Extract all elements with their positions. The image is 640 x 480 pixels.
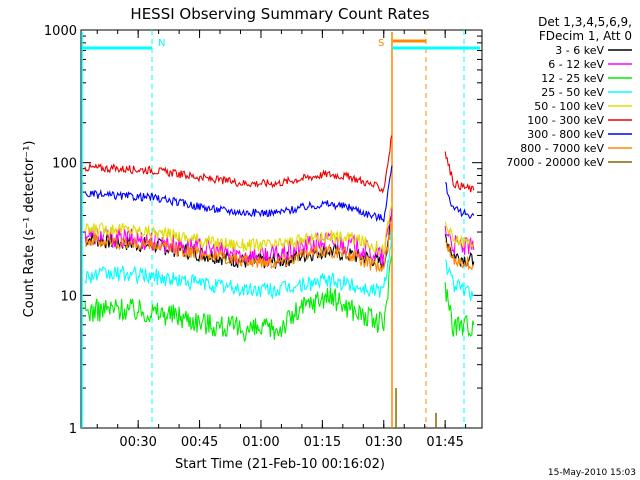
annotation-label-s: S: [378, 38, 384, 49]
series-6: [84, 135, 475, 194]
x-tick-label: 00:30: [119, 435, 156, 450]
x-axis: 00:30 00:45 01:00 01:15 01:30 01:45: [96, 30, 467, 450]
legend-det-line1: Det 1,3,4,5,6,9,: [538, 15, 632, 29]
y-tick-label: 1: [69, 422, 77, 437]
annotation-label-n: N: [158, 38, 165, 49]
series-line: [84, 222, 393, 273]
legend-label: 12 - 25 keV: [541, 72, 604, 85]
series-layer: [84, 135, 475, 428]
series-line: [444, 182, 475, 220]
y-tick-label: 1000: [44, 24, 77, 39]
y-axis: 1 10 100 1000: [44, 24, 482, 437]
x-tick-label: 01:15: [304, 435, 341, 450]
series-9: [395, 388, 437, 428]
series-line: [444, 221, 475, 250]
series-8: [84, 222, 475, 273]
x-axis-label: Start Time (21-Feb-10 00:16:02): [175, 457, 385, 472]
x-tick-label: 01:00: [242, 435, 279, 450]
series-line: [444, 259, 475, 301]
legend-label: 100 - 300 keV: [527, 114, 604, 127]
series-3: [84, 255, 475, 342]
legend-label: 25 - 50 keV: [541, 86, 604, 99]
x-tick-label: 01:30: [365, 435, 402, 450]
y-axis-label: Count Rate (s⁻¹ detector⁻¹): [22, 141, 37, 318]
x-tick-label: 00:45: [181, 435, 218, 450]
series-line: [84, 135, 393, 194]
x-tick-label: 01:45: [426, 435, 463, 450]
legend-label: 7000 - 20000 keV: [506, 156, 604, 169]
chart-title: HESSI Observing Summary Count Rates: [130, 5, 429, 23]
series-4: [84, 231, 475, 301]
legend-label: 800 - 7000 keV: [520, 142, 604, 155]
legend-det-line2: FDecim 1, Att 0: [539, 29, 632, 43]
legend-label: 3 - 6 keV: [555, 44, 604, 57]
y-tick-label: 10: [60, 289, 77, 304]
series-line: [444, 282, 475, 338]
legend-label: 300 - 800 keV: [527, 128, 604, 141]
series-line: [444, 240, 475, 271]
legend-label: 6 - 12 keV: [548, 58, 604, 71]
series-line: [84, 202, 393, 255]
plot-border: [80, 29, 483, 429]
legend: Det 1,3,4,5,6,9, FDecim 1, Att 0 3 - 6 k…: [506, 15, 632, 169]
legend-label: 50 - 100 keV: [534, 100, 604, 113]
generation-timestamp: 15-May-2010 15:03: [548, 468, 636, 478]
plot-frame: [80, 29, 483, 429]
series-line: [84, 165, 393, 223]
y-tick-label: 100: [52, 157, 77, 172]
series-line: [84, 255, 393, 342]
series-line: [84, 231, 393, 300]
series-2: [84, 208, 475, 266]
series-line: [444, 151, 475, 193]
series-7: [84, 165, 475, 223]
series-5: [84, 202, 475, 255]
